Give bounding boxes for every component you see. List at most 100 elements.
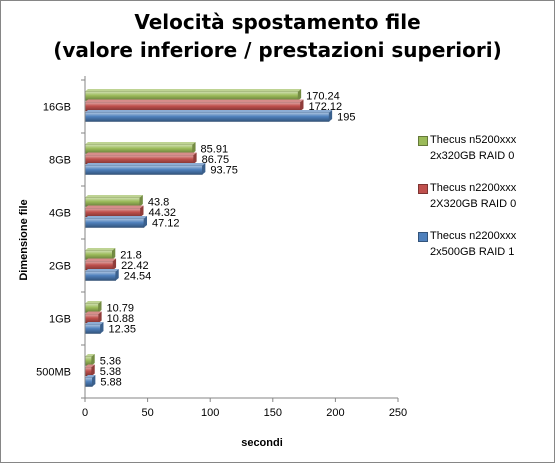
bar (84, 207, 141, 218)
bar (84, 271, 116, 281)
data-label: 43.8 (148, 197, 169, 209)
chart-title-line-2: (valore inferiore / prestazioni superior… (53, 38, 502, 62)
bar (84, 197, 141, 207)
bar-top-face (85, 152, 197, 155)
bar-end-face (91, 354, 95, 366)
bar-end-face (91, 364, 95, 376)
y-tick-label: 500MB (36, 367, 71, 379)
x-tick-label: 0 (82, 407, 88, 419)
bar-end-face (298, 89, 302, 101)
x-tick-label: 100 (201, 407, 219, 419)
bar-top-face (85, 99, 304, 102)
y-tick-label: 1GB (49, 314, 71, 326)
bar-end-face (139, 195, 143, 207)
bar (84, 101, 301, 112)
bar (84, 250, 113, 260)
bar-top-face (85, 354, 95, 357)
legend-item-n5200-raid0: Thecus n5200xxx 2x320GB RAID 0 (418, 132, 548, 172)
bar-end-face (98, 301, 102, 313)
legend-label-line-1: Thecus n2200xxx (430, 182, 517, 194)
bar (84, 154, 194, 165)
bar (84, 377, 93, 387)
legend-label-line-2: 2X320GB RAID 0 (430, 198, 517, 210)
y-axis-label: Dimensione file (18, 199, 30, 280)
bar-top-face (85, 322, 104, 325)
data-label: 195 (337, 112, 355, 124)
bar-top-face (85, 163, 206, 166)
bar (84, 144, 193, 154)
bar-top-face (85, 258, 117, 261)
bar-top-face (85, 205, 144, 208)
data-label: 86.75 (202, 154, 230, 166)
data-label: 5.88 (100, 377, 121, 389)
bar (84, 260, 114, 271)
bar-top-face (85, 142, 196, 145)
data-label: 10.88 (107, 313, 135, 325)
bar (84, 356, 92, 366)
bar (84, 313, 99, 324)
legend-label-line-1: Thecus n2200xxx (430, 230, 517, 242)
legend-label-line-2: 2x500GB RAID 1 (430, 246, 515, 258)
data-label: 22.42 (121, 260, 149, 272)
legend-item-n2200-raid0: Thecus n2200xxx 2X320GB RAID 0 (418, 180, 548, 220)
bar-end-face (112, 248, 116, 260)
bar (84, 366, 92, 377)
bar-end-face (193, 152, 197, 164)
bar-end-face (100, 322, 104, 334)
legend-item-n2200-raid1: Thecus n2200xxx 2x500GB RAID 1 (418, 228, 548, 268)
bar (84, 303, 99, 313)
legend-label-n2200-raid0: Thecus n2200xxx 2X320GB RAID 0 (430, 180, 548, 212)
chart-title: Velocità spostamento file (valore inferi… (0, 8, 555, 64)
y-tick-label: 4GB (49, 208, 71, 220)
bar-end-face (329, 110, 333, 122)
data-label: 12.35 (108, 324, 136, 336)
legend: Thecus n5200xxx 2x320GB RAID 0 Thecus n2… (418, 132, 548, 276)
bar (84, 165, 203, 175)
y-tick-label: 2GB (49, 261, 71, 273)
legend-label-n5200-raid0: Thecus n5200xxx 2x320GB RAID 0 (430, 132, 548, 164)
data-label: 21.8 (120, 250, 141, 262)
bar-top-face (85, 375, 96, 378)
bar-end-face (192, 142, 196, 154)
bar-top-face (85, 216, 147, 219)
bar-top-face (85, 110, 333, 113)
legend-swatch-n5200-raid0 (418, 136, 428, 146)
bar-top-face (85, 248, 116, 251)
bar-end-face (113, 258, 117, 270)
data-label: 10.79 (107, 303, 135, 315)
bar-end-face (115, 269, 119, 281)
bar-end-face (92, 375, 96, 387)
bar-top-face (85, 89, 302, 92)
legend-label-n2200-raid1: Thecus n2200xxx 2x500GB RAID 1 (430, 228, 548, 260)
data-label: 5.36 (100, 356, 121, 368)
legend-swatch-n2200-raid1 (418, 232, 428, 242)
bar (84, 112, 330, 122)
bar-end-face (202, 163, 206, 175)
bar-top-face (85, 195, 143, 198)
x-tick-label: 200 (326, 407, 344, 419)
bar-end-face (143, 216, 147, 228)
x-axis-label: secondi (241, 437, 283, 449)
data-label: 44.32 (148, 207, 176, 219)
legend-swatch-n2200-raid0 (418, 184, 428, 194)
y-tick-label: 16GB (43, 102, 71, 114)
legend-label-line-1: Thecus n5200xxx (430, 134, 517, 146)
data-label: 170.24 (306, 91, 340, 103)
bar (84, 324, 101, 334)
data-label: 93.75 (210, 165, 238, 177)
data-label: 5.38 (100, 366, 121, 378)
bar-end-face (140, 205, 144, 217)
legend-label-line-2: 2x320GB RAID 0 (430, 150, 515, 162)
x-tick-label: 250 (389, 407, 407, 419)
data-label: 47.12 (152, 218, 180, 230)
bar-end-face (98, 311, 102, 323)
x-tick-label: 150 (264, 407, 282, 419)
bar (84, 218, 145, 228)
bar-top-face (85, 269, 119, 272)
y-tick-label: 8GB (49, 155, 71, 167)
chart-title-line-1: Velocità spostamento file (134, 10, 421, 34)
bar-top-face (85, 311, 102, 314)
data-label: 24.54 (124, 271, 152, 283)
data-label: 85.91 (201, 144, 229, 156)
